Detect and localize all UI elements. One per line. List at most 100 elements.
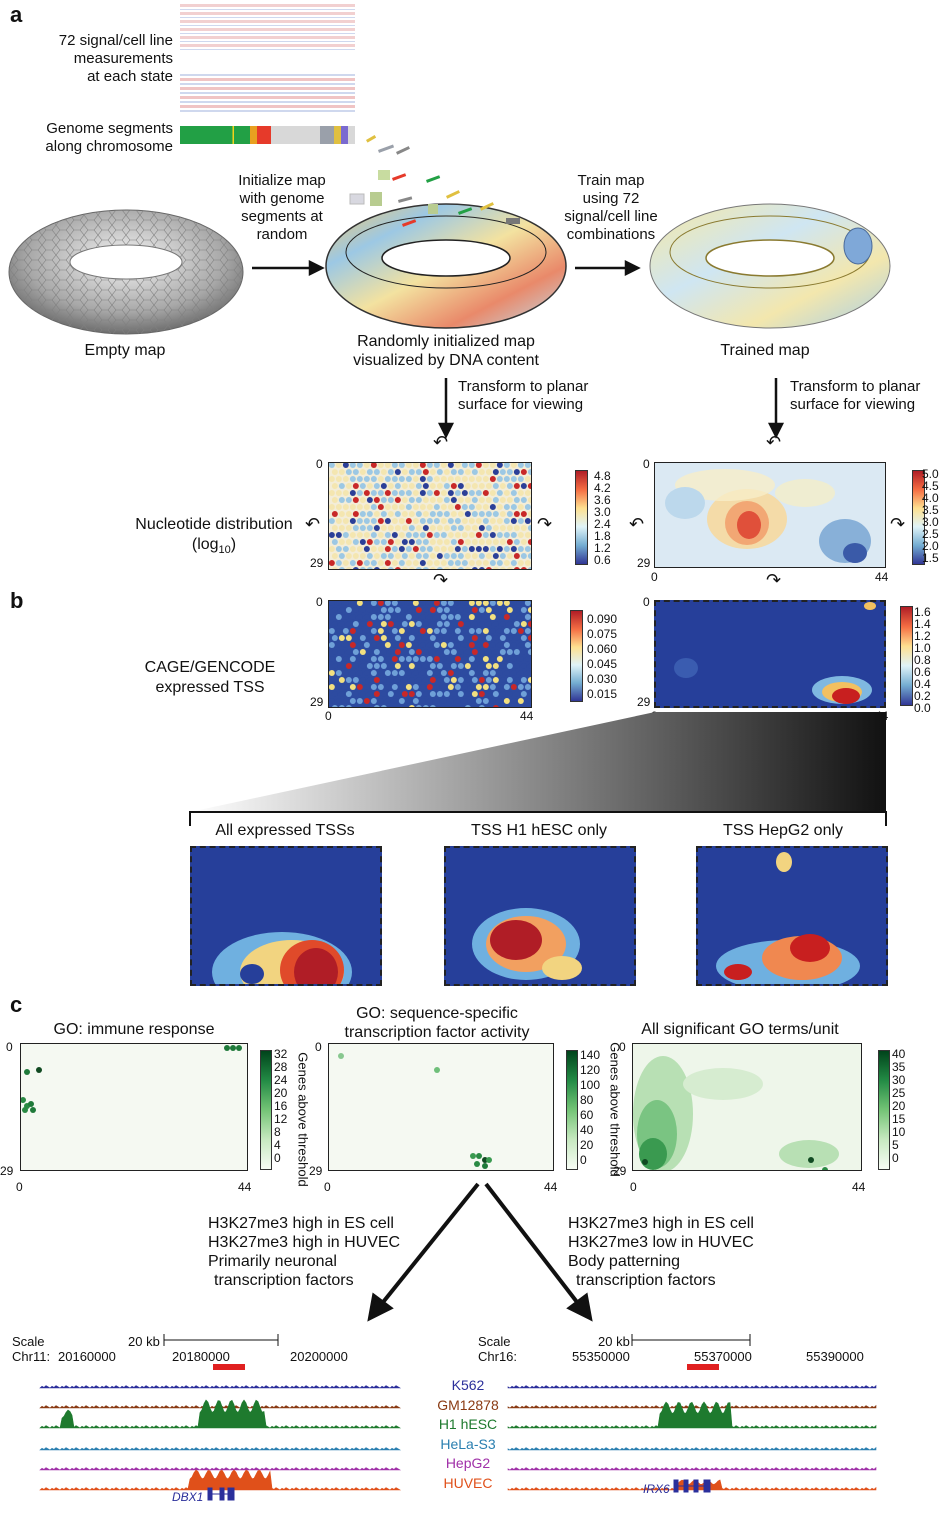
hex-cell	[492, 539, 499, 545]
hex-cell	[513, 525, 520, 531]
wrap-arrow-icon: ↶	[629, 514, 645, 534]
hex-cell	[524, 476, 531, 482]
hex-cell	[440, 642, 447, 648]
hex-cell	[492, 621, 499, 627]
axis-x-right: 44	[520, 709, 534, 723]
signal-heatmap-bottom	[180, 74, 355, 114]
hex-cell	[520, 483, 527, 489]
hex-cell	[450, 677, 457, 683]
hex-cell	[496, 490, 503, 496]
hex-cell	[380, 607, 387, 613]
hex-cell	[329, 532, 335, 538]
go-tf-dots	[338, 1053, 492, 1169]
hex-cell	[342, 518, 349, 524]
hex-cell	[454, 476, 461, 482]
hex-cell	[405, 656, 412, 662]
hex-cell	[503, 698, 510, 704]
hex-cell	[461, 546, 468, 552]
hex-cell	[380, 691, 387, 697]
hex-cell	[492, 649, 499, 655]
hex-cell	[489, 670, 496, 676]
hex-cell	[398, 490, 405, 496]
hex-cell	[440, 463, 447, 468]
hex-cell	[471, 511, 478, 517]
hex-cell	[342, 476, 349, 482]
hex-cell	[398, 504, 405, 510]
hex-cell	[398, 628, 405, 634]
hex-cell	[499, 483, 506, 489]
hex-cell	[475, 490, 482, 496]
hex-cell	[468, 684, 475, 690]
hex-cell	[506, 511, 513, 517]
hex-cell	[363, 628, 370, 634]
nucleotide-label: Nucleotide distribution (log10)	[135, 516, 293, 557]
hex-cell	[363, 601, 370, 606]
hex-cell	[444, 567, 450, 569]
hex-cell	[457, 677, 464, 683]
hex-cell	[342, 628, 349, 634]
hex-cell	[398, 518, 405, 524]
hex-cell	[503, 560, 510, 566]
hex-cell	[408, 663, 415, 669]
right-description: H3K27me3 high in ES cell H3K27me3 low in …	[568, 1215, 754, 1289]
go-immune-title: GO: immune response	[53, 1021, 215, 1038]
hex-cell	[373, 525, 380, 531]
hex-cell	[422, 691, 429, 697]
hex-cell	[408, 497, 415, 503]
hex-cell	[359, 607, 366, 613]
hex-cell	[373, 677, 380, 683]
hex-cell	[342, 614, 349, 620]
hex-cell	[405, 518, 412, 524]
hex-cell	[482, 656, 489, 662]
hex-cell	[464, 691, 471, 697]
cage-trained-blobs	[674, 602, 876, 704]
hex-cell	[363, 698, 370, 704]
wrap-arrow-icon: ↷	[766, 570, 782, 590]
hex-cell	[342, 601, 349, 606]
hex-cell	[408, 539, 415, 545]
hex-cell	[332, 567, 338, 569]
hex-cell	[489, 546, 496, 552]
hex-cell	[416, 705, 422, 707]
hex-cell	[363, 614, 370, 620]
hex-cell	[426, 532, 433, 538]
hex-cell	[454, 532, 461, 538]
hex-cell	[394, 553, 401, 559]
hex-cell	[356, 463, 363, 468]
hex-cell	[485, 483, 492, 489]
hex-cell	[510, 560, 517, 566]
hex-cell	[454, 670, 461, 676]
hex-cell	[359, 635, 366, 641]
hex-cell	[426, 463, 433, 468]
hex-cell	[489, 642, 496, 648]
hex-cell	[345, 539, 352, 545]
hex-cell	[471, 691, 478, 697]
hex-cell	[440, 476, 447, 482]
browser-right-pos-1: 55350000	[572, 1349, 630, 1364]
hex-cell	[447, 546, 454, 552]
hex-cell	[436, 663, 443, 669]
hex-cell	[524, 532, 531, 538]
hex-cell	[401, 677, 408, 683]
hex-cell	[377, 532, 384, 538]
hex-cell	[443, 553, 450, 559]
hex-cell	[377, 601, 384, 606]
hex-cell	[503, 546, 510, 552]
hex-cell	[345, 497, 352, 503]
hex-cell	[338, 497, 345, 503]
hex-cell	[506, 497, 513, 503]
hex-cell	[513, 511, 520, 517]
hex-cell	[524, 490, 531, 496]
hex-cell	[391, 670, 398, 676]
hex-cell	[377, 476, 384, 482]
hex-cell	[377, 614, 384, 620]
hex-cell	[454, 614, 461, 620]
hex-cell	[335, 504, 342, 510]
hex-cell	[461, 642, 468, 648]
hex-cell	[447, 670, 454, 676]
colorbar-ticks: 32 28 24 20 16 12 8 4 0	[274, 1047, 288, 1165]
hex-cell	[398, 463, 405, 468]
hex-cell	[366, 539, 373, 545]
hex-cell	[429, 691, 436, 697]
axis-y-bottom: 29	[613, 1164, 627, 1178]
